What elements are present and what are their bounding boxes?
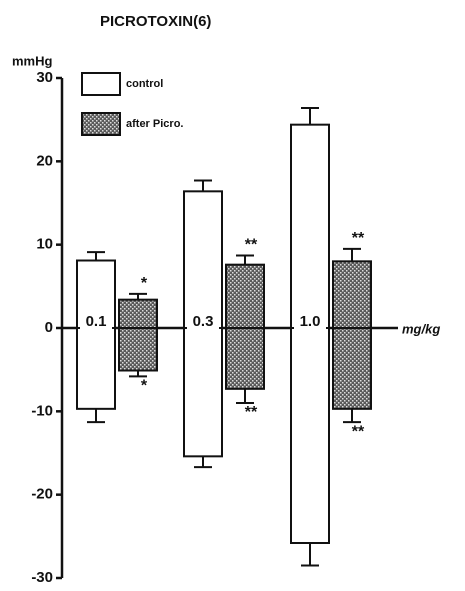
bar	[332, 327, 372, 410]
y-axis-label: mmHg	[12, 53, 53, 68]
y-tick-label: 30	[36, 69, 53, 86]
significance: *	[141, 378, 148, 395]
y-tick-label: -20	[31, 486, 53, 503]
bar	[290, 327, 330, 544]
dose-label-bg	[80, 319, 112, 335]
significance: **	[352, 230, 365, 247]
dose-label: 1.0	[300, 313, 321, 330]
bar	[76, 327, 116, 410]
legend-label: control	[126, 78, 163, 90]
y-tick-label: -30	[31, 569, 53, 586]
chart-title: PICROTOXIN(6)	[100, 13, 211, 30]
x-axis-label: mg/kg	[402, 321, 440, 336]
y-tick-label: -10	[31, 402, 53, 419]
significance: *	[141, 275, 148, 292]
dose-label-bg	[294, 319, 326, 335]
y-tick-label: 0	[45, 319, 53, 336]
bar	[290, 123, 330, 329]
bar	[225, 263, 265, 329]
bar	[118, 298, 158, 329]
legend-label: after Picro.	[126, 118, 183, 130]
bar	[183, 190, 223, 329]
significance: **	[245, 404, 258, 421]
significance: **	[352, 423, 365, 440]
dose-label-bg	[187, 319, 219, 335]
legend-swatch	[81, 72, 121, 96]
bar	[225, 327, 265, 390]
legend-swatch	[81, 112, 121, 136]
y-tick-label: 10	[36, 236, 53, 253]
significance: **	[245, 237, 258, 254]
bar	[183, 327, 223, 458]
bar	[332, 260, 372, 330]
dose-label: 0.3	[193, 313, 214, 330]
dose-label: 0.1	[86, 313, 107, 330]
bar	[118, 327, 158, 372]
bar	[76, 259, 116, 329]
y-tick-label: 20	[36, 152, 53, 169]
